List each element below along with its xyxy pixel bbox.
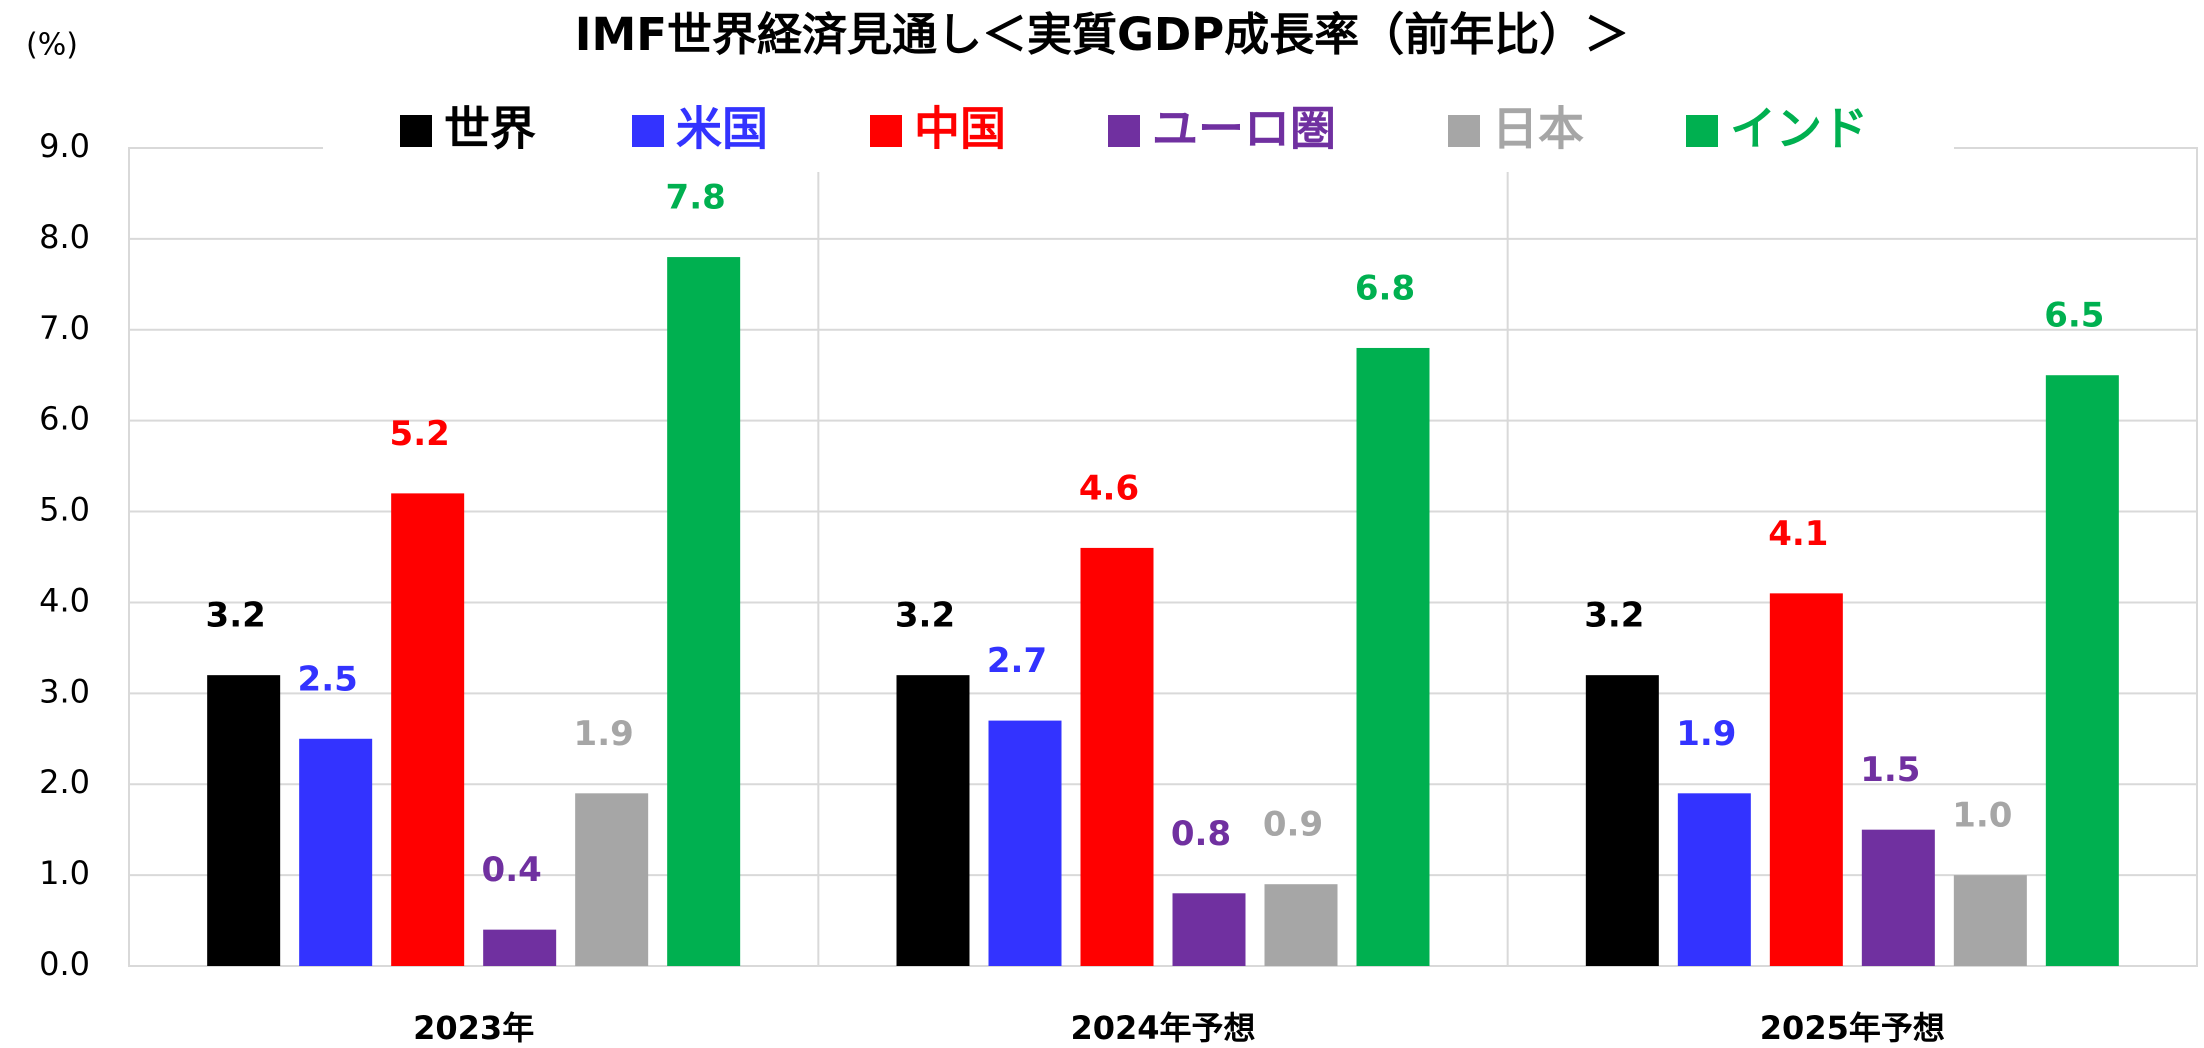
data-label: 5.2 [390, 414, 450, 454]
data-label: 1.5 [1860, 750, 1920, 790]
legend-marker [1448, 115, 1480, 147]
data-label: 0.9 [1263, 805, 1323, 845]
legend-label: インド [1730, 102, 1868, 156]
legend-label: 世界 [444, 102, 536, 156]
bar [1677, 793, 1751, 966]
data-label: 1.9 [574, 714, 634, 754]
bar [299, 738, 373, 966]
bar [575, 793, 649, 966]
y-tick-label: 6.0 [39, 400, 90, 438]
legend-label: 日本 [1492, 102, 1584, 156]
y-tick-label: 8.0 [39, 218, 90, 256]
bar [1080, 547, 1154, 966]
bar [667, 257, 741, 967]
legend-marker [632, 115, 664, 147]
bar [1585, 675, 1659, 966]
legend-label: ユーロ圏 [1152, 102, 1336, 156]
legend-label: 米国 [676, 102, 768, 156]
data-label: 3.2 [206, 596, 266, 636]
bar [1861, 829, 1935, 966]
data-label: 4.1 [1768, 514, 1828, 554]
bar [1356, 347, 1430, 966]
bar [207, 675, 281, 966]
data-label: 6.5 [2044, 296, 2104, 336]
y-tick-label: 1.0 [39, 854, 90, 892]
data-label: 3.2 [1584, 596, 1644, 636]
legend-label: 中国 [914, 102, 1006, 156]
y-tick-label: 9.0 [39, 127, 90, 165]
bar [391, 493, 465, 966]
y-tick-label: 5.0 [39, 491, 90, 529]
y-tick-label: 0.0 [39, 945, 90, 983]
data-label: 2.7 [987, 641, 1047, 681]
data-label: 6.8 [1355, 268, 1415, 308]
data-label: 3.2 [895, 596, 955, 636]
bar [896, 675, 970, 966]
chart-title: IMF世界経済見通し＜実質GDP成長率（前年比）＞ [575, 8, 1630, 61]
legend-marker [1108, 115, 1140, 147]
y-axis-label: (%) [26, 28, 78, 63]
bar [2045, 375, 2119, 966]
legend-marker [870, 115, 902, 147]
data-label: 2.5 [298, 659, 358, 699]
data-label: 4.6 [1079, 468, 1139, 508]
y-tick-label: 7.0 [39, 309, 90, 347]
y-tick-label: 2.0 [39, 763, 90, 801]
bar [988, 720, 1062, 966]
x-tick-label: 2025年予想 [1760, 1009, 1945, 1047]
data-label: 1.0 [1952, 796, 2012, 836]
y-tick-label: 4.0 [39, 581, 90, 619]
x-tick-label: 2023年 [413, 1009, 534, 1047]
data-label: 0.8 [1171, 814, 1231, 854]
bar [1953, 875, 2027, 966]
legend-marker [400, 115, 432, 147]
y-tick-label: 3.0 [39, 672, 90, 710]
data-label: 7.8 [666, 178, 726, 218]
bar [1769, 593, 1843, 966]
data-label: 1.9 [1676, 714, 1736, 754]
legend-marker [1686, 115, 1718, 147]
x-tick-label: 2024年予想 [1070, 1009, 1255, 1047]
bar [1172, 893, 1246, 966]
bar [1264, 884, 1338, 966]
bar [483, 929, 557, 966]
data-label: 0.4 [482, 850, 542, 890]
